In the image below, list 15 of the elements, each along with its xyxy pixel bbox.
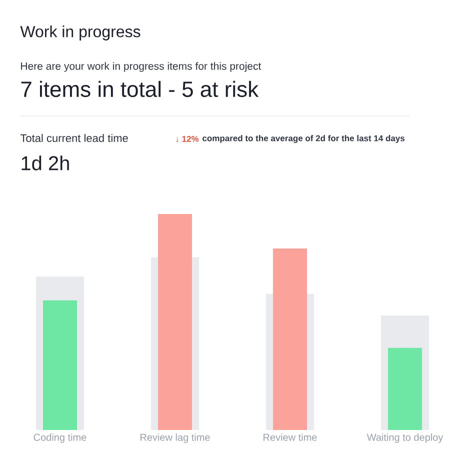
bar	[158, 214, 192, 430]
text: Total current lead time	[20, 134, 128, 142]
chart-title: Work in progress	[20, 26, 140, 40]
bar	[43, 300, 77, 430]
x-tick-label: Coding time	[34, 434, 86, 443]
text: 7 items in total - 5 at risk	[21, 80, 259, 98]
text: compared to the average of 2d for the last 14 days	[202, 135, 405, 143]
bar	[388, 348, 422, 430]
text: 1d 2h	[22, 156, 69, 170]
x-tick-label: Waiting to deploy	[366, 434, 444, 443]
text: ↓ 12%	[176, 136, 199, 142]
x-tick-label: Review lag time	[140, 434, 210, 443]
text: Here are your work in progress items for this project	[21, 62, 262, 72]
bar	[273, 248, 307, 430]
x-tick-label: Review time	[264, 434, 317, 441]
